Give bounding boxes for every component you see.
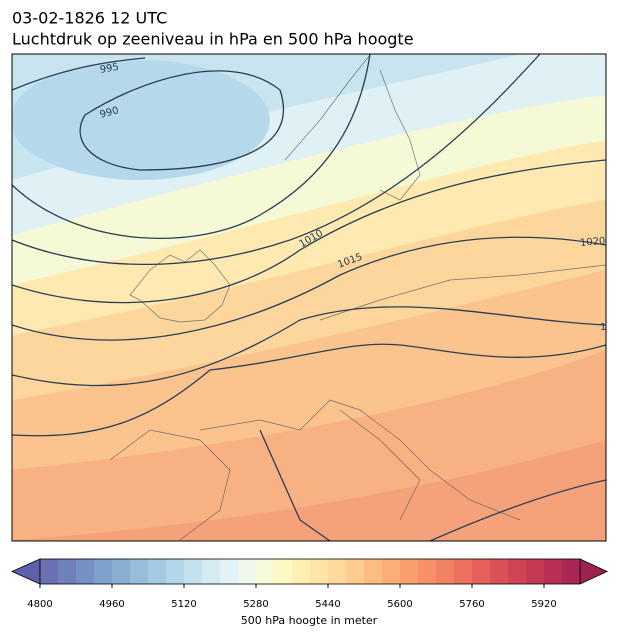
colorbar-segment [274, 559, 293, 584]
colorbar-segment [292, 559, 311, 584]
colorbar-segment [112, 559, 131, 584]
coastline [199, 264, 606, 521]
colorbar-segment [562, 559, 581, 584]
colorbar-segment [202, 559, 221, 584]
colorbar-segment [400, 559, 419, 584]
colorbar-segment [328, 559, 347, 584]
colorbar-segment [310, 559, 329, 584]
colorbar-frame [39, 558, 581, 585]
colorbar-segment [220, 559, 239, 584]
tick-label: 5760 [459, 599, 484, 610]
colorbar-segment [382, 559, 401, 584]
tick-label: 5280 [243, 599, 268, 610]
contour [12, 343, 606, 437]
contour [12, 57, 146, 91]
title-line: 03-02-1826 12 UTC [12, 9, 167, 28]
contour [12, 236, 606, 341]
tick-label: 5440 [315, 599, 340, 610]
contour [12, 306, 606, 387]
colorbar-segment [346, 559, 365, 584]
colorbar-segment [418, 559, 437, 584]
contour [12, 54, 371, 239]
contour [79, 70, 285, 171]
colorbar-segment [58, 559, 77, 584]
colorbar-segment [148, 559, 167, 584]
colorbar-segment [508, 559, 527, 584]
colorbar-extend [11, 558, 41, 585]
colorbar-segment [490, 559, 509, 584]
colorbar-segment [166, 559, 185, 584]
contour [12, 159, 606, 304]
map-frame [11, 53, 607, 542]
colorbar-segment [40, 559, 59, 584]
colorbar-extend [579, 558, 608, 585]
colorbar-segment [256, 559, 275, 584]
colorbar-segment [436, 559, 455, 584]
tick-label: 5600 [387, 599, 412, 610]
tick-label: 5120 [171, 599, 196, 610]
colorbar: 4800 4960 5120 5280 5440 5600 5760 5920 [11, 558, 608, 610]
colorbar-segment [184, 559, 203, 584]
tick-label: 4800 [27, 599, 52, 610]
contour [259, 429, 606, 541]
contour-label: 1020 [580, 236, 606, 249]
colorbar-segment [130, 559, 149, 584]
coastline [284, 54, 421, 201]
colorbar-segment [454, 559, 473, 584]
contour-label: 990 [99, 105, 120, 121]
tick-label: 5920 [531, 599, 556, 610]
colorbar-segment [76, 559, 95, 584]
contour [12, 54, 541, 266]
title-line: Luchtdruk op zeeniveau in hPa en 500 hPa… [12, 30, 414, 49]
coastline [109, 409, 421, 541]
colorbar-segment [544, 559, 563, 584]
map: 995 990 1010 1015 1020 1 [12, 54, 606, 541]
colorbar-segment [526, 559, 545, 584]
contour-label: 995 [99, 62, 120, 76]
band [12, 60, 270, 180]
colorbar-segment [472, 559, 491, 584]
colorbar-segment [238, 559, 257, 584]
tick-label: 4960 [99, 599, 124, 610]
colorbar-segment [364, 559, 383, 584]
colorbar-label: 500 hPa hoogte in meter [241, 614, 378, 627]
contour-label: 1 [600, 322, 606, 333]
colorbar-segment [94, 559, 113, 584]
